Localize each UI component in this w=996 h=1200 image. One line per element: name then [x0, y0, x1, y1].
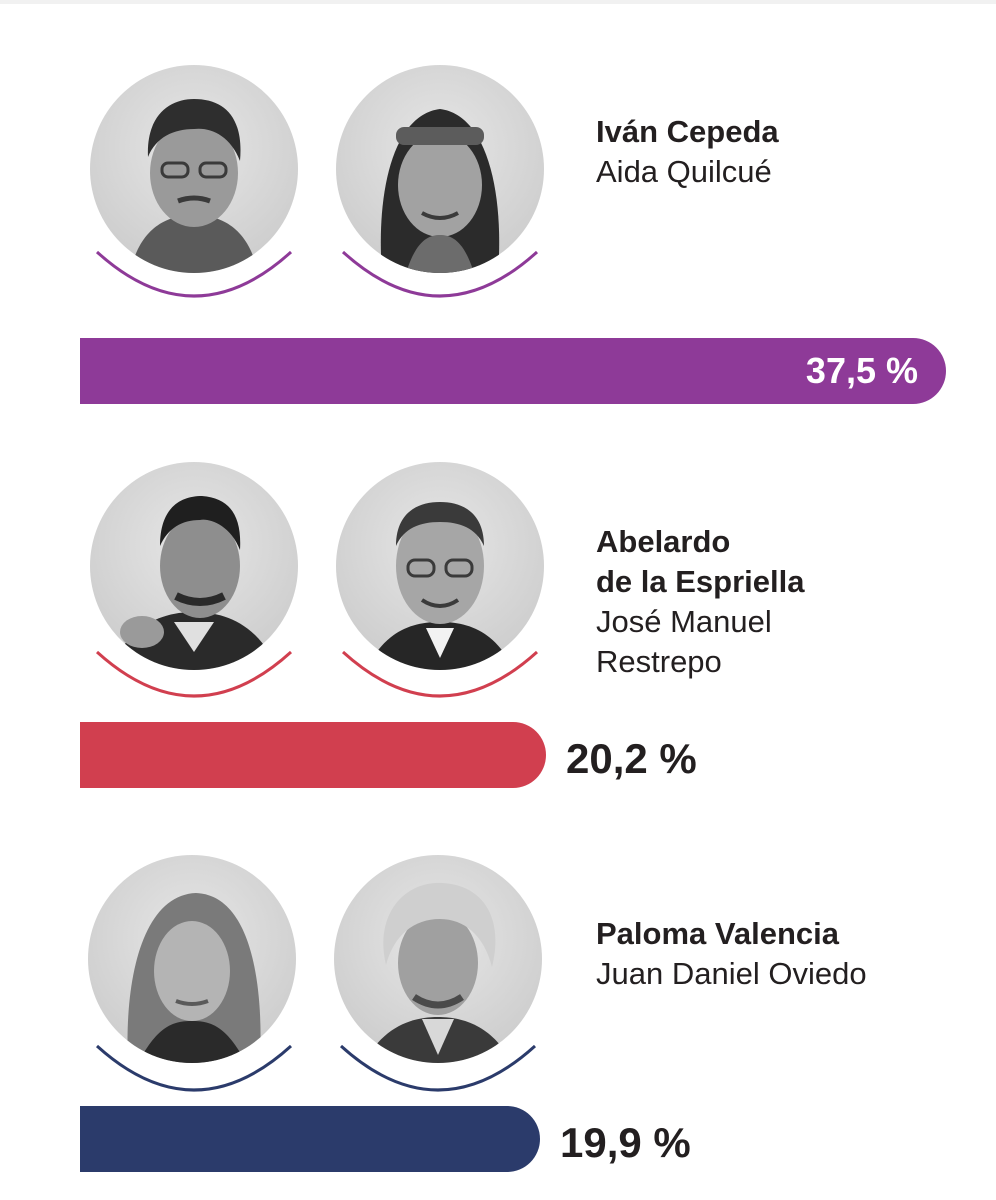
president-name: Paloma Valencia	[596, 916, 839, 951]
candidate-names: Iván Cepeda Aida Quilcué	[596, 112, 779, 192]
president-name: de la Espriella	[596, 564, 805, 599]
photo-arc-underline	[87, 640, 301, 700]
portrait-aida-quilcue	[336, 65, 544, 273]
photo-arc-underline	[331, 1034, 545, 1094]
bar-value-label: 37,5 %	[805, 350, 918, 391]
bar-espriella	[80, 722, 546, 788]
photo-arc-underline	[87, 1034, 301, 1094]
portrait-abelardo-de-la-espriella	[90, 462, 298, 670]
top-rule	[0, 0, 996, 4]
photo-arc-underline	[333, 640, 547, 700]
arc-path	[95, 250, 293, 298]
portrait-jose-manuel-restrepo	[336, 462, 544, 670]
arc-path	[341, 250, 539, 298]
bar-valencia	[80, 1106, 540, 1172]
bar-cepeda: 37,5 %	[80, 338, 946, 404]
arc-path	[339, 1044, 537, 1092]
portrait-ivan-cepeda	[90, 65, 298, 273]
arc-path	[95, 650, 293, 698]
candidate-names: Abelardo de la Espriella José Manuel Res…	[596, 522, 805, 682]
vice-president-name: Restrepo	[596, 644, 722, 679]
president-name: Iván Cepeda	[596, 114, 779, 149]
president-name: Abelardo	[596, 524, 731, 559]
vice-president-name: Aida Quilcué	[596, 154, 772, 189]
bar-value-label: 20,2 %	[566, 735, 697, 782]
photo-arc-underline	[333, 240, 547, 300]
bar-value-label: 19,9 %	[560, 1119, 691, 1166]
portrait-paloma-valencia	[88, 855, 296, 1063]
portrait-juan-daniel-oviedo	[334, 855, 542, 1063]
arc-path	[341, 650, 539, 698]
photo-arc-underline	[87, 240, 301, 300]
candidate-names: Paloma Valencia Juan Daniel Oviedo	[596, 914, 867, 994]
vice-president-name: Juan Daniel Oviedo	[596, 956, 867, 991]
vice-president-name: José Manuel	[596, 604, 772, 639]
arc-path	[95, 1044, 293, 1092]
